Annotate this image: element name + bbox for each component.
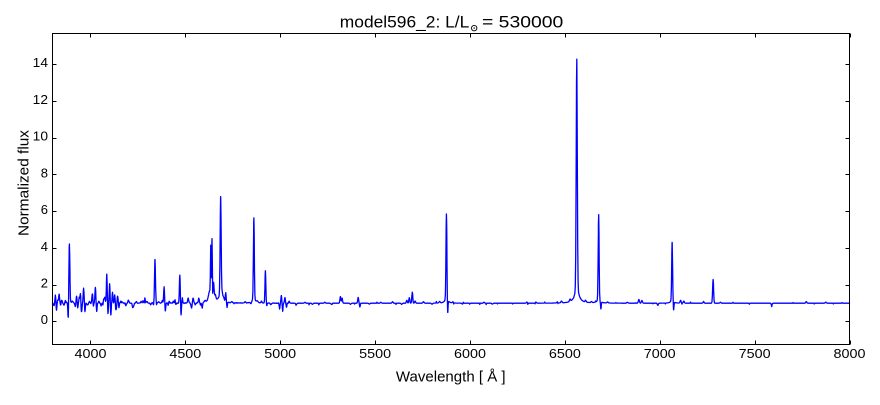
svg-text:2: 2: [41, 276, 48, 291]
svg-text:4500: 4500: [169, 346, 201, 361]
svg-text:7000: 7000: [644, 346, 676, 361]
svg-text:14: 14: [33, 55, 48, 70]
svg-text:Normalized flux: Normalized flux: [17, 129, 33, 236]
svg-text:5500: 5500: [359, 346, 391, 361]
svg-text:= 530000: = 530000: [482, 13, 563, 32]
svg-text:6500: 6500: [549, 346, 581, 361]
svg-text:5000: 5000: [264, 346, 296, 361]
svg-text:Wavelength [ Å ]: Wavelength [ Å ]: [396, 369, 506, 386]
svg-text:4: 4: [41, 239, 48, 254]
svg-text:0: 0: [41, 312, 48, 327]
svg-text:8000: 8000: [834, 346, 866, 361]
svg-text:7500: 7500: [739, 346, 771, 361]
svg-text:6000: 6000: [454, 346, 486, 361]
svg-text:12: 12: [33, 92, 48, 107]
svg-text:4000: 4000: [75, 346, 107, 361]
svg-text:model596_2: L/L: model596_2: L/L: [340, 13, 470, 32]
svg-text:6: 6: [41, 202, 48, 217]
svg-text:8: 8: [41, 165, 48, 180]
svg-text:10: 10: [33, 129, 48, 144]
